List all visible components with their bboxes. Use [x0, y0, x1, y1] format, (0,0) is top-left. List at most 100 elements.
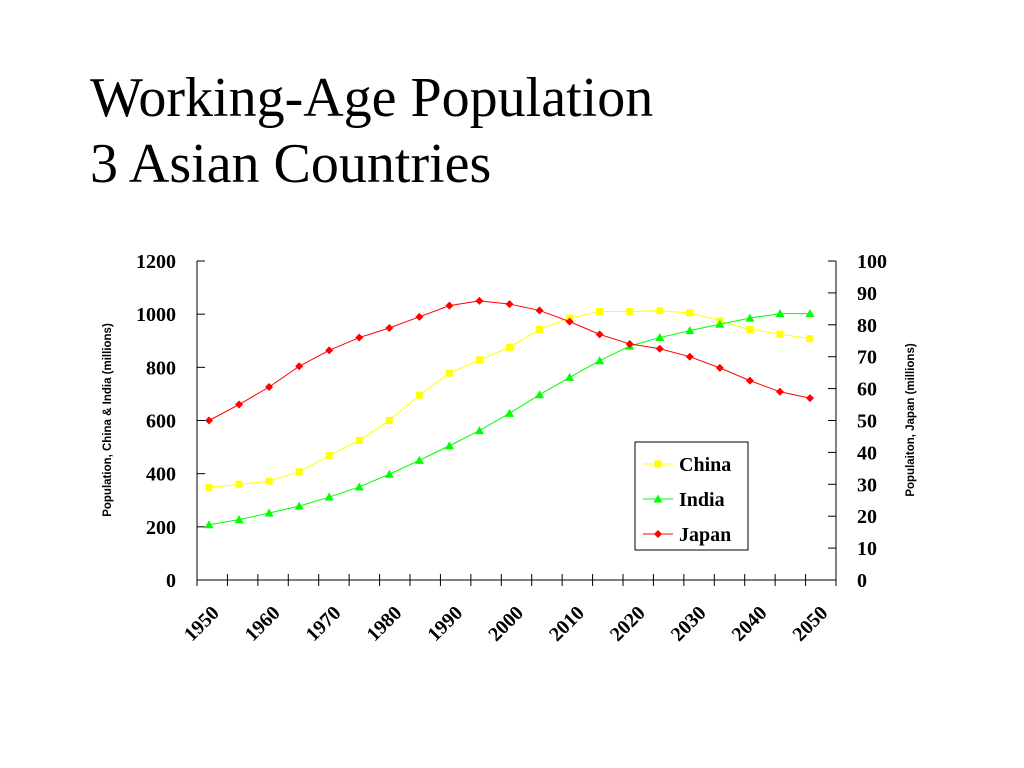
- legend-marker-india: [653, 494, 663, 503]
- data-point-china: [445, 369, 453, 377]
- data-point-japan: [235, 400, 244, 409]
- data-point-japan: [265, 383, 274, 392]
- data-point-india: [264, 508, 274, 517]
- y-right-tick-label: 70: [857, 347, 877, 369]
- data-point-japan: [325, 346, 334, 355]
- chart-legend: China India Japan: [634, 441, 749, 551]
- data-point-japan: [685, 352, 694, 361]
- data-point-india: [384, 469, 394, 478]
- data-point-china: [415, 391, 423, 399]
- x-tick-label: 2000: [484, 602, 528, 646]
- data-point-india: [655, 333, 665, 342]
- data-point-china: [385, 417, 393, 424]
- data-point-india: [294, 501, 304, 510]
- data-point-japan: [745, 376, 754, 385]
- x-tick-label: 2050: [788, 602, 832, 646]
- legend-label-india: India: [679, 489, 725, 511]
- y-right-tick-label: 80: [857, 315, 877, 337]
- y-right-axis-title: Populaiton, Japan (millions): [905, 343, 917, 497]
- data-point-india: [444, 441, 454, 450]
- data-point-india: [505, 408, 514, 417]
- data-point-japan: [775, 387, 784, 396]
- data-point-india: [204, 520, 214, 529]
- data-point-china: [536, 325, 544, 333]
- y-right-tick-label: 60: [857, 379, 877, 401]
- data-point-japan: [445, 301, 454, 310]
- data-point-india: [805, 309, 815, 318]
- slide-title: Working-Age Population 3 Asian Countries: [90, 66, 653, 197]
- y-left-tick-label: 0: [166, 570, 176, 592]
- data-point-japan: [475, 296, 484, 305]
- series-india: [204, 309, 815, 529]
- data-point-china: [235, 480, 243, 488]
- data-point-japan: [625, 339, 634, 348]
- series-japan: [205, 296, 814, 425]
- y-left-tick-label: 200: [146, 517, 176, 539]
- series-china: [205, 307, 814, 491]
- data-point-india: [595, 356, 605, 365]
- y-right-tick-label: 40: [857, 442, 877, 464]
- data-point-china: [205, 483, 213, 491]
- legend-label-japan: Japan: [679, 524, 731, 546]
- x-tick-label: 1980: [362, 602, 406, 646]
- data-point-china: [265, 477, 273, 485]
- x-tick-label: 1950: [180, 602, 224, 646]
- data-point-india: [685, 326, 695, 335]
- title-line-2: 3 Asian Countries: [90, 132, 492, 195]
- data-point-india: [474, 426, 484, 435]
- data-point-japan: [385, 323, 394, 332]
- legend-marker-china: [654, 460, 662, 468]
- data-point-japan: [655, 344, 664, 353]
- data-point-japan: [535, 306, 544, 315]
- data-point-china: [325, 452, 333, 460]
- data-point-china: [746, 326, 754, 334]
- y-left-tick-label: 1000: [136, 304, 176, 326]
- y-right-tick-label: 0: [857, 570, 867, 592]
- y-right-tick-label: 90: [857, 283, 877, 305]
- y-right-tick-label: 10: [857, 538, 877, 560]
- legend-box: [634, 441, 749, 551]
- data-point-japan: [295, 362, 304, 371]
- y-left-tick-label: 800: [146, 357, 176, 379]
- data-point-japan: [205, 416, 213, 425]
- data-point-china: [355, 436, 363, 444]
- chart-series: [204, 296, 815, 529]
- data-point-china: [806, 335, 814, 343]
- x-tick-label: 1970: [302, 602, 346, 646]
- data-point-japan: [806, 394, 814, 403]
- x-tick-label: 2020: [606, 602, 650, 646]
- data-point-china: [686, 309, 694, 317]
- y-right-tick-label: 100: [857, 251, 887, 273]
- chart-axes: 0200400600800100012000102030405060708090…: [136, 251, 887, 646]
- data-point-india: [414, 455, 424, 464]
- x-tick-label: 2030: [667, 602, 711, 646]
- data-point-india: [234, 515, 244, 524]
- x-tick-label: 1960: [241, 602, 285, 646]
- data-point-japan: [565, 317, 574, 326]
- data-point-japan: [595, 330, 604, 339]
- data-point-india: [715, 319, 725, 328]
- legend-marker-japan: [654, 530, 662, 538]
- data-point-japan: [415, 312, 424, 321]
- data-point-china: [475, 356, 483, 364]
- x-tick-label: 2040: [728, 602, 772, 646]
- data-point-china: [295, 468, 303, 476]
- data-point-india: [745, 313, 755, 322]
- data-point-india: [535, 390, 545, 399]
- y-left-tick-label: 600: [146, 411, 176, 433]
- y-left-axis-title: Population, China & India (millions): [102, 323, 114, 517]
- data-point-china: [596, 308, 604, 316]
- y-right-tick-label: 30: [857, 474, 877, 496]
- data-point-india: [354, 482, 364, 491]
- y-right-tick-label: 20: [857, 506, 877, 528]
- x-tick-label: 1990: [423, 602, 467, 646]
- x-tick-label: 2010: [545, 602, 589, 646]
- data-point-japan: [715, 363, 724, 372]
- data-point-india: [565, 372, 575, 381]
- y-right-tick-label: 50: [857, 411, 877, 433]
- y-left-tick-label: 400: [146, 464, 176, 486]
- legend-label-china: China: [679, 454, 731, 476]
- data-point-china: [776, 330, 784, 338]
- data-point-india: [324, 492, 334, 501]
